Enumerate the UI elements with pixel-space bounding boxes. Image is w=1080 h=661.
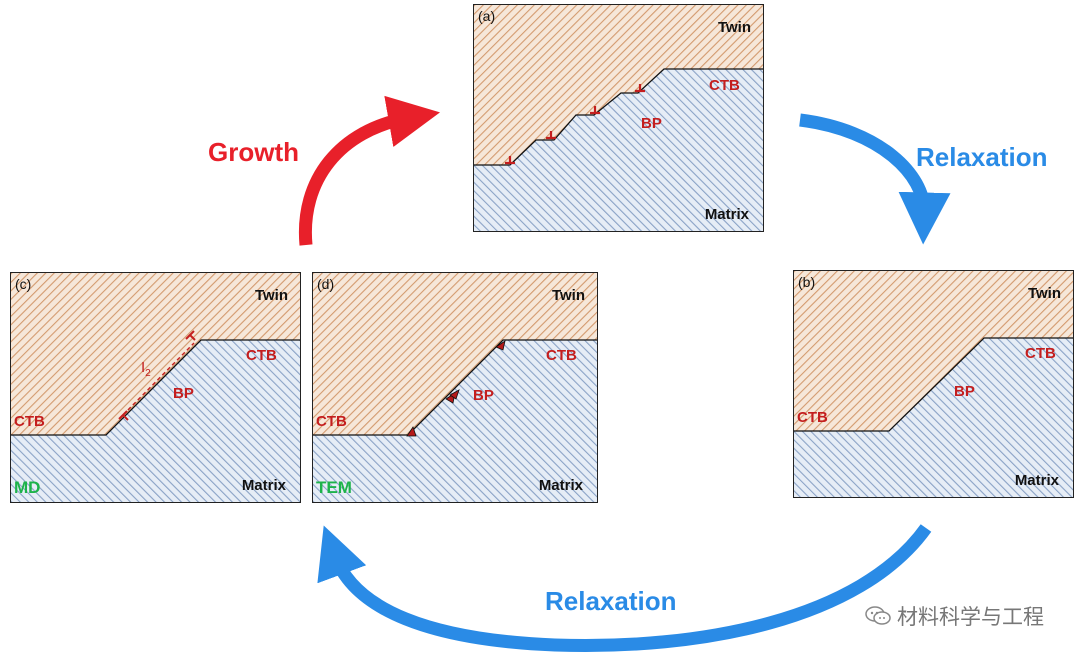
panel-d: (d) Twin CTB CTB BP TEM Matrix	[312, 272, 598, 503]
relaxation-label-right: Relaxation	[916, 142, 1048, 172]
i2-main: I	[141, 359, 146, 376]
ctb-label-left: CTB	[14, 413, 45, 430]
growth-label: Growth	[208, 137, 299, 167]
method-tem: TEM	[316, 478, 352, 497]
panel-d-illustration	[313, 273, 597, 502]
i2-subscript: 2	[145, 368, 151, 379]
ctb-label-left: CTB	[797, 409, 828, 426]
twin-label: Twin	[551, 287, 585, 304]
watermark-text: 材料科学与工程	[897, 606, 1044, 629]
dislocation-symbol	[118, 330, 196, 421]
i2-dislocation-line	[122, 342, 195, 416]
ctb-label-right: CTB	[246, 347, 277, 364]
dislocation-symbol	[505, 84, 645, 165]
twin-label: Twin	[1027, 285, 1061, 302]
bp-label: BP	[173, 385, 194, 402]
twin-label: Twin	[717, 19, 751, 36]
panel-a-tag: (a)	[478, 8, 496, 24]
panel-a-illustration	[474, 5, 763, 231]
ctb-label-left: CTB	[316, 413, 347, 430]
bp-label: BP	[641, 115, 662, 132]
wechat-icon	[865, 606, 891, 626]
panel-b-illustration	[794, 271, 1073, 497]
relaxation-label-bottom: Relaxation	[545, 586, 677, 616]
relaxation-arrow-right	[799, 113, 951, 245]
panel-c: (c) Twin CTB CTB BP I2 MD Matrix	[10, 272, 301, 503]
bp-label: BP	[954, 383, 975, 400]
growth-arrow	[298, 95, 441, 246]
panel-c-illustration	[11, 273, 300, 502]
ctb-label-right: CTB	[1025, 345, 1056, 362]
panel-c-tag: (c)	[15, 276, 32, 292]
ctb-label: CTB	[709, 77, 740, 94]
panel-b: (b) Twin CTB CTB BP Matrix	[793, 270, 1074, 498]
matrix-label: Matrix	[1014, 472, 1059, 489]
matrix-label: Matrix	[704, 206, 749, 223]
method-md: MD	[14, 478, 41, 497]
dislocation-symbol	[406, 340, 506, 437]
matrix-label: Matrix	[241, 477, 286, 494]
i2-label: I2	[141, 359, 151, 379]
panel-d-tag: (d)	[317, 276, 335, 292]
panel-a: (a) Twin CTB BP Matrix	[473, 4, 764, 232]
ctb-label-right: CTB	[546, 347, 577, 364]
matrix-label: Matrix	[538, 477, 583, 494]
relaxation-arrow-bottom	[317, 524, 932, 652]
panel-b-tag: (b)	[798, 274, 816, 290]
bp-label: BP	[473, 387, 494, 404]
twin-label: Twin	[254, 287, 288, 304]
watermark: 材料科学与工程	[865, 601, 1044, 631]
